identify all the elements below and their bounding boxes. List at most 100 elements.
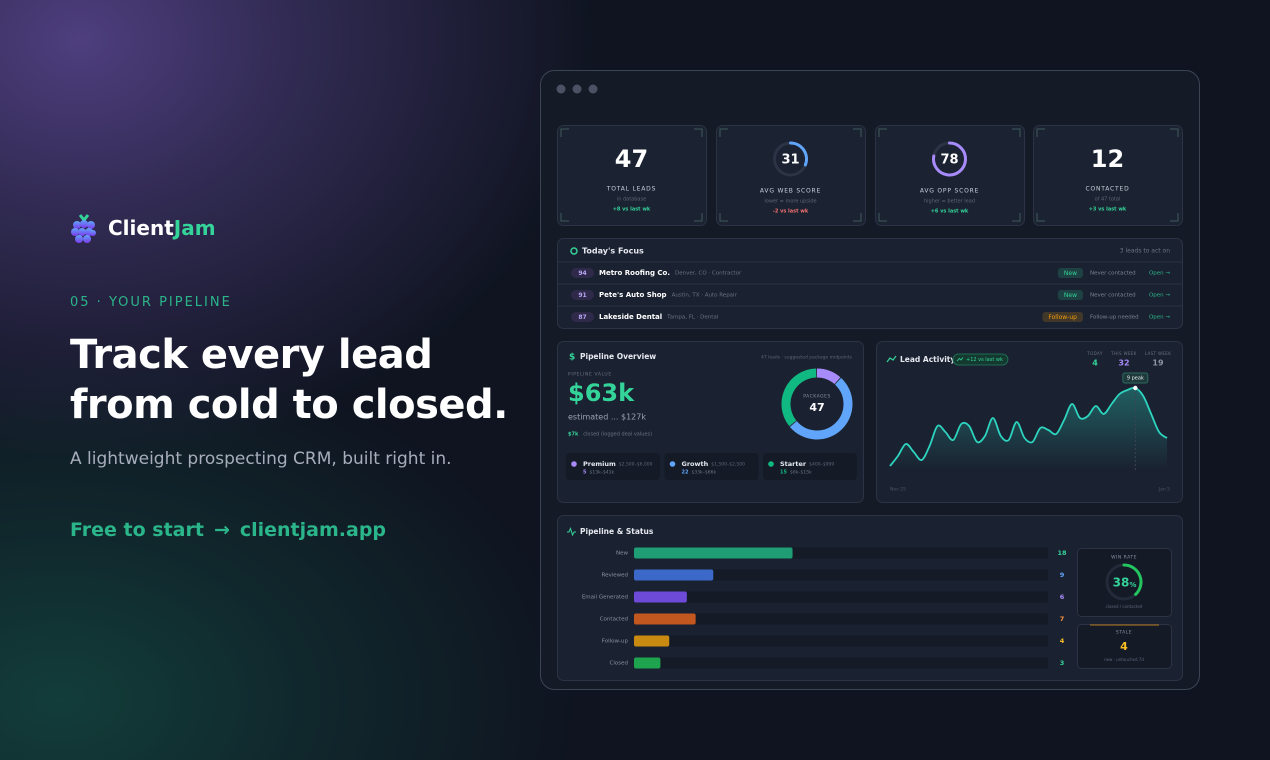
- brand-b: Jam: [173, 216, 216, 240]
- lead-meta: Austin, TX · Auto Repair: [672, 293, 738, 299]
- activity-stat-label: TODAY: [1086, 351, 1103, 356]
- stat-delta: +6 vs last wk: [931, 209, 969, 215]
- stage-count: 3: [1060, 659, 1065, 667]
- open-link[interactable]: Open →: [1149, 315, 1170, 321]
- donut-segment: [816, 368, 841, 385]
- card-corner: [878, 213, 887, 222]
- panel-title: Pipeline Overview: [580, 352, 656, 361]
- stage-count: 7: [1060, 615, 1065, 623]
- stat-sub: lower = more upside: [764, 199, 816, 205]
- stale-sub: new · untouched 7d: [1104, 657, 1144, 662]
- stage-name: Reviewed: [602, 573, 629, 579]
- x-label: Jan 5: [1158, 487, 1170, 493]
- package-card: [664, 453, 759, 480]
- stage-bar: [634, 635, 670, 647]
- open-link[interactable]: Open →: [1149, 293, 1170, 299]
- lead-name: Metro Roofing Co.: [599, 269, 670, 277]
- stat-sub: higher = better lead: [924, 199, 975, 205]
- card-corner: [560, 128, 569, 137]
- card-corner: [1170, 213, 1179, 222]
- badge-pill: [952, 353, 1009, 366]
- dollar-icon: $: [569, 353, 575, 363]
- window-dot: [588, 84, 598, 94]
- stat-label: TOTAL LEADS: [606, 186, 656, 193]
- peak-pill: [1122, 372, 1149, 384]
- activity-line: [889, 386, 1168, 467]
- tag: Follow-up: [1048, 314, 1077, 321]
- panel-note: 3 leads to act on: [1120, 248, 1170, 255]
- win-rate-value: 38: [1113, 576, 1130, 590]
- card-corner: [1036, 128, 1045, 137]
- activity-stat-value: 19: [1152, 359, 1164, 368]
- package-range: $2,500–$6,000: [619, 462, 653, 468]
- tag-pill: [1057, 268, 1083, 278]
- focus-icon: [570, 247, 578, 255]
- peak-label: 9 peak: [1127, 376, 1144, 382]
- subline: A lightweight prospecting CRM, built rig…: [70, 449, 452, 469]
- activity-stat-label: LAST WEEK: [1145, 351, 1172, 356]
- panel-title: Today's Focus: [582, 247, 644, 256]
- panel-title: Lead Activity: [900, 355, 955, 364]
- activity-stat-label: THIS WEEK: [1110, 351, 1137, 356]
- stage-name: Contacted: [600, 617, 628, 623]
- package-card: [566, 453, 660, 480]
- brand-logo: [71, 214, 96, 243]
- score-pill: [571, 312, 594, 322]
- lead-meta: Tampa, FL · Dental: [666, 315, 719, 321]
- score-pill: [571, 290, 594, 300]
- card-corner: [1170, 128, 1179, 137]
- stat-value: 31: [781, 153, 799, 168]
- stat-card: [1033, 125, 1183, 226]
- tag: New: [1064, 292, 1077, 299]
- stage-bar: [634, 547, 793, 559]
- stat-value: 47: [615, 145, 648, 173]
- cta[interactable]: Free to start → clientjam.app: [70, 519, 386, 541]
- brand-name: ClientJam: [108, 216, 216, 240]
- card-corner: [1012, 213, 1021, 222]
- stage-bar: [634, 591, 687, 603]
- donut-label: PACKAGES: [803, 394, 831, 400]
- metric-estimate: estimated ... $127k: [568, 413, 646, 422]
- stage-name: New: [616, 551, 628, 557]
- x-label: Nov 25: [890, 487, 906, 493]
- stage-count: 6: [1060, 593, 1065, 601]
- window-dot: [572, 84, 582, 94]
- card-corner: [1036, 213, 1045, 222]
- stage-count: 18: [1057, 549, 1067, 557]
- win-gauge-arc: [1122, 563, 1143, 596]
- stage-name: Email Generated: [582, 595, 628, 601]
- badge-icon: [956, 357, 964, 362]
- stat-delta: +3 vs last wk: [1089, 207, 1127, 213]
- badge: +12 vs last wk: [966, 357, 1003, 363]
- card-corner: [853, 128, 862, 137]
- closed-value: $7k: [568, 432, 579, 438]
- stat-delta: -2 vs last wk: [773, 209, 809, 215]
- trend-icon: [886, 355, 897, 363]
- package-count: 5: [583, 470, 587, 476]
- gauge-arc: [789, 141, 808, 167]
- closed-note: closed (logged deal values): [583, 432, 652, 438]
- stage-name: Follow-up: [602, 639, 629, 645]
- stat-value: 12: [1091, 145, 1124, 173]
- stale-label: STALE: [1116, 630, 1132, 636]
- win-rate-unit: %: [1129, 581, 1136, 589]
- stage-count: 4: [1060, 637, 1065, 645]
- panel-title: Pipeline & Status: [580, 527, 654, 536]
- package-count: 15: [780, 470, 787, 476]
- card-corner: [694, 128, 703, 137]
- metric-value: $63k: [568, 379, 635, 407]
- package-range: $400–$999: [809, 462, 834, 468]
- package-value: $33k–$66k: [691, 470, 716, 476]
- eyebrow: 05 · YOUR PIPELINE: [70, 295, 232, 310]
- package-name: Premium: [583, 460, 616, 468]
- tag: New: [1064, 270, 1077, 277]
- bar-track: [634, 569, 1048, 581]
- win-rate-card: [1077, 548, 1172, 617]
- open-link[interactable]: Open →: [1149, 271, 1170, 277]
- stale-value: 4: [1120, 640, 1128, 653]
- package-value: $6k–$15k: [790, 470, 812, 476]
- lead-meta: Denver, CO · Contractor: [675, 271, 742, 277]
- activity-stat-value: 4: [1092, 359, 1098, 368]
- stage-count: 9: [1060, 571, 1065, 579]
- cta-arrow: →: [213, 519, 230, 541]
